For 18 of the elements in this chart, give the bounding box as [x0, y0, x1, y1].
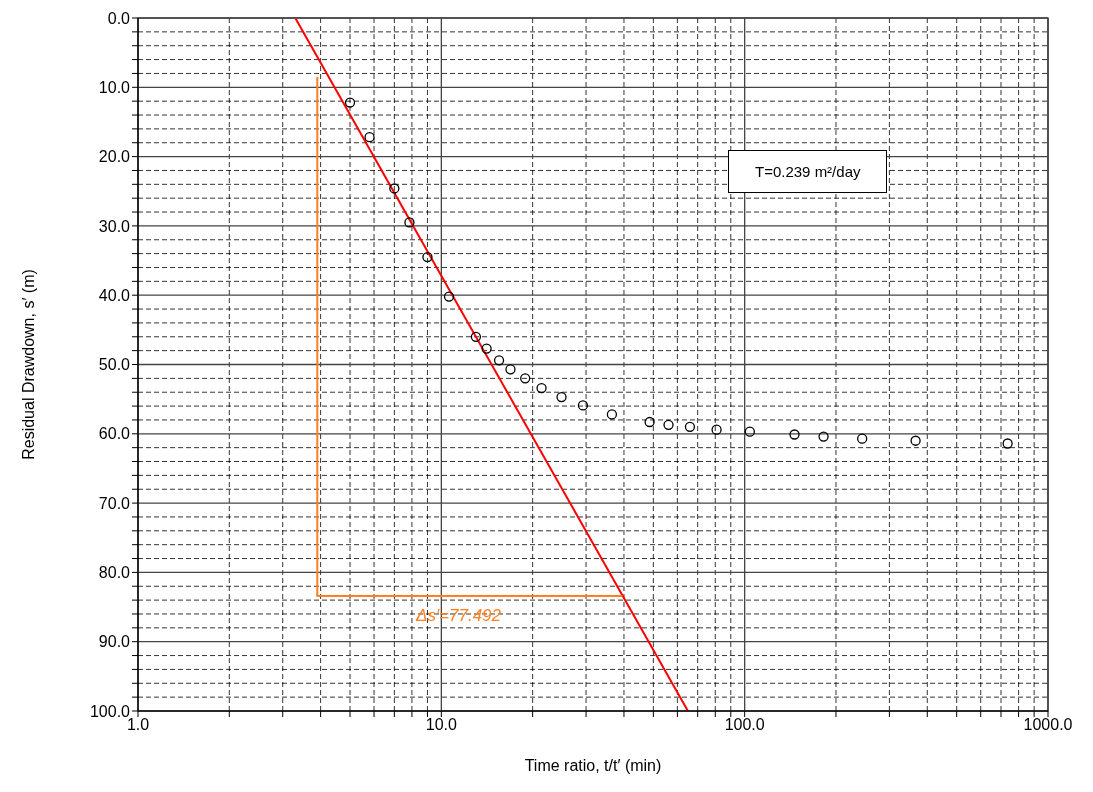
- annotation: T=0.239 m²/day: [755, 163, 861, 180]
- y-tick-label: 20.0: [98, 148, 131, 166]
- y-tick-label: 90.0: [98, 633, 131, 651]
- x-tick-label: 100.0: [724, 716, 765, 734]
- x-axis-title: Time ratio, t/t′ (min): [524, 757, 662, 774]
- y-tick-label: 0.0: [107, 9, 131, 27]
- y-tick-label: 30.0: [98, 217, 131, 235]
- y-tick-label: 50.0: [98, 356, 131, 374]
- y-tick-label: 70.0: [98, 494, 131, 512]
- y-tick-label: 40.0: [98, 286, 131, 304]
- x-tick-label: 1000.0: [1023, 716, 1073, 734]
- y-axis-title: Residual Drawdown, s′ (m): [19, 269, 37, 460]
- x-tick-label: 1.0: [126, 716, 150, 734]
- text-box: T=0.239 m²/day: [728, 150, 888, 193]
- y-tick-label: 80.0: [98, 564, 131, 582]
- x-tick-label: 10.0: [425, 716, 458, 734]
- y-tick-label: 10.0: [98, 78, 131, 96]
- y-tick-label: 60.0: [98, 425, 131, 443]
